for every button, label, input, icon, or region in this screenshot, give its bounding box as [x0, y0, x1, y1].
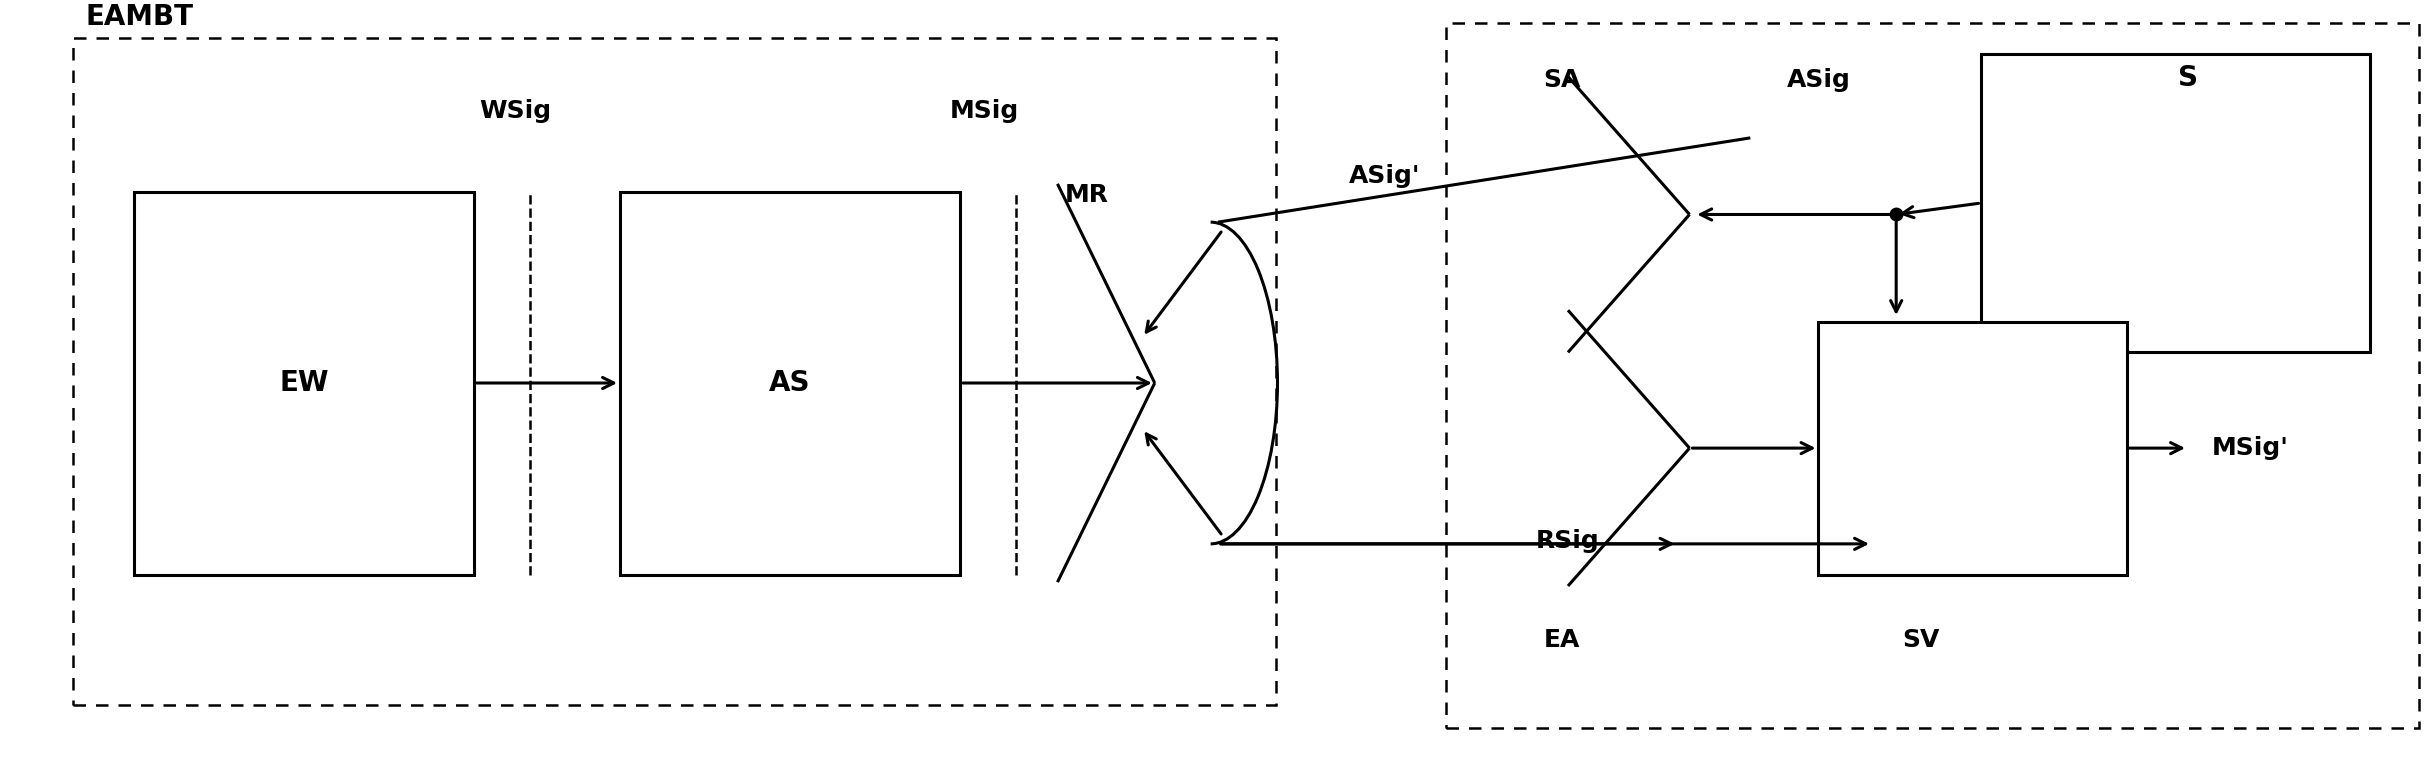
Text: SV: SV — [1901, 628, 1940, 652]
Text: MSig': MSig' — [2212, 436, 2290, 460]
Text: AS: AS — [768, 369, 812, 397]
Text: S: S — [2178, 64, 2198, 92]
Bar — [73, 38, 1276, 705]
Text: EA: EA — [1544, 628, 1580, 652]
Text: WSig: WSig — [479, 99, 552, 123]
Text: EAMBT: EAMBT — [85, 2, 192, 31]
Text: ASig': ASig' — [1349, 164, 1420, 188]
Bar — [620, 192, 960, 574]
Text: ASig: ASig — [1787, 68, 1850, 92]
Text: MSig: MSig — [951, 99, 1019, 123]
Bar — [1818, 322, 2127, 574]
Text: MR: MR — [1065, 183, 1109, 207]
Bar — [134, 192, 474, 574]
Text: SA: SA — [1544, 68, 1580, 92]
Text: EW: EW — [280, 369, 328, 397]
Bar — [1446, 23, 2419, 728]
Bar — [1981, 54, 2370, 352]
Text: RSig: RSig — [1536, 529, 1600, 552]
